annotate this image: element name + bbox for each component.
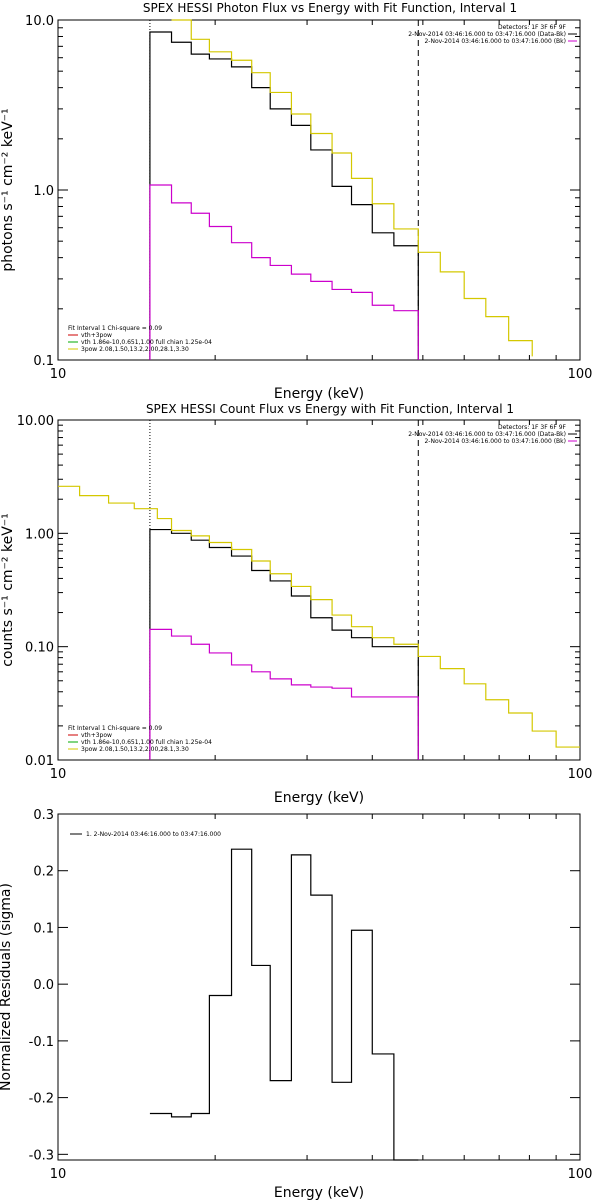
- count-y-tick-label: 0.01: [25, 754, 54, 769]
- photon-y-tick-label: 1.0: [33, 184, 54, 199]
- count-x-tick-label: 100: [568, 767, 593, 782]
- count-flux-panel: SPEX HESSI Count Flux vs Energy with Fit…: [0, 402, 592, 806]
- count-plot-frame: [57, 419, 581, 761]
- residuals-series-0-line: [149, 848, 419, 1161]
- residuals-y-tick-label: 0.2: [33, 865, 54, 880]
- count-info-line: Detectors: 1F 3F 6F 9F: [498, 424, 567, 431]
- count-legend-header: Fit Interval 1 Chi-square = 0.09: [68, 725, 162, 732]
- photon-y-axis-label: photons s⁻¹ cm⁻² keV⁻¹: [0, 108, 16, 271]
- residuals-y-tick-label: -0.2: [29, 1092, 54, 1107]
- photon-x-tick-label: 10: [50, 367, 67, 382]
- photon-series-2-line: [171, 19, 533, 357]
- photon-y-tick-label: 0.1: [33, 354, 54, 369]
- photon-series-0-line: [149, 31, 419, 360]
- count-y-axis-label: counts s⁻¹ cm⁻² keV⁻¹: [0, 513, 16, 667]
- residuals-y-tick-label: 0.1: [33, 921, 54, 936]
- count-info-line: 2-Nov-2014 03:46:16.000 to 03:47:16.000 …: [408, 431, 566, 438]
- residuals-x-tick-label: 100: [568, 1167, 593, 1182]
- count-series-2-line: [58, 485, 580, 748]
- photon-legend-entry: vth 1.86e-10,0.651,1.00 full chian 1.25e…: [81, 339, 212, 346]
- residuals-panel: 10 100 0.3 0.2 0.1 0.0 -0.1 -0.2 -0.3 1. 2-Nov-20…: [0, 808, 593, 1201]
- count-y-tick-label: 0.10: [25, 641, 54, 656]
- count-panel-title: SPEX HESSI Count Flux vs Energy with Fit…: [146, 402, 514, 416]
- photon-flux-panel: SPEX HESSI Photon Flux vs Energy with Fi…: [0, 1, 592, 402]
- photon-series-1-line: [149, 184, 419, 360]
- residuals-legend-entry: 1. 2-Nov-2014 03:46:16.000 to 03:47:16.0…: [86, 831, 221, 838]
- count-legend-entry: 3pow 2.08,1.50,13.2,2.00,28.1,3.30: [81, 746, 189, 753]
- photon-legend-header: Fit Interval 1 Chi-square = 0.09: [68, 325, 162, 332]
- count-x-axis-label: Energy (keV): [274, 790, 364, 806]
- count-info-line: 2-Nov-2014 03:46:16.000 to 03:47:16.000 …: [424, 438, 566, 445]
- residuals-x-axis-label: Energy (keV): [274, 1185, 364, 1200]
- residuals-y-tick-label: -0.3: [29, 1148, 54, 1163]
- photon-legend-entry: vth+3pow: [81, 332, 112, 339]
- photon-plot-frame: [57, 19, 581, 361]
- count-x-tick-label: 10: [50, 767, 67, 782]
- photon-info-line: 2-Nov-2014 03:46:16.000 to 03:47:16.000 …: [424, 38, 566, 45]
- count-y-tick-label: 10.00: [17, 414, 54, 429]
- photon-panel-title: SPEX HESSI Photon Flux vs Energy with Fi…: [143, 1, 517, 15]
- photon-x-tick-label: 100: [568, 367, 593, 382]
- count-series-0-line: [149, 528, 419, 760]
- residuals-y-axis-label: Normalized Residuals (sigma): [0, 883, 14, 1091]
- count-y-tick-label: 1.00: [25, 527, 54, 542]
- residuals-x-tick-label: 10: [50, 1167, 67, 1182]
- residuals-y-tick-label: 0.3: [33, 808, 54, 823]
- photon-x-axis-label: Energy (keV): [274, 386, 364, 402]
- photon-legend-entry: 3pow 2.08,1.50,13.2,2.00,28.1,3.30: [81, 346, 189, 353]
- count-legend-entry: vth+3pow: [81, 732, 112, 739]
- photon-info-line: Detectors: 1F 3F 6F 9F: [498, 24, 567, 31]
- count-legend-entry: vth 1.86e-10,0.651,1.00 full chian 1.25e…: [81, 739, 212, 746]
- residuals-plot-frame: [57, 813, 581, 1161]
- photon-info-line: 2-Nov-2014 03:46:16.000 to 03:47:16.000 …: [408, 31, 566, 38]
- residuals-y-tick-label: -0.1: [29, 1035, 54, 1050]
- count-series-1-line: [149, 628, 419, 760]
- residuals-y-tick-label: 0.0: [33, 978, 54, 993]
- photon-y-tick-label: 10.0: [25, 14, 54, 29]
